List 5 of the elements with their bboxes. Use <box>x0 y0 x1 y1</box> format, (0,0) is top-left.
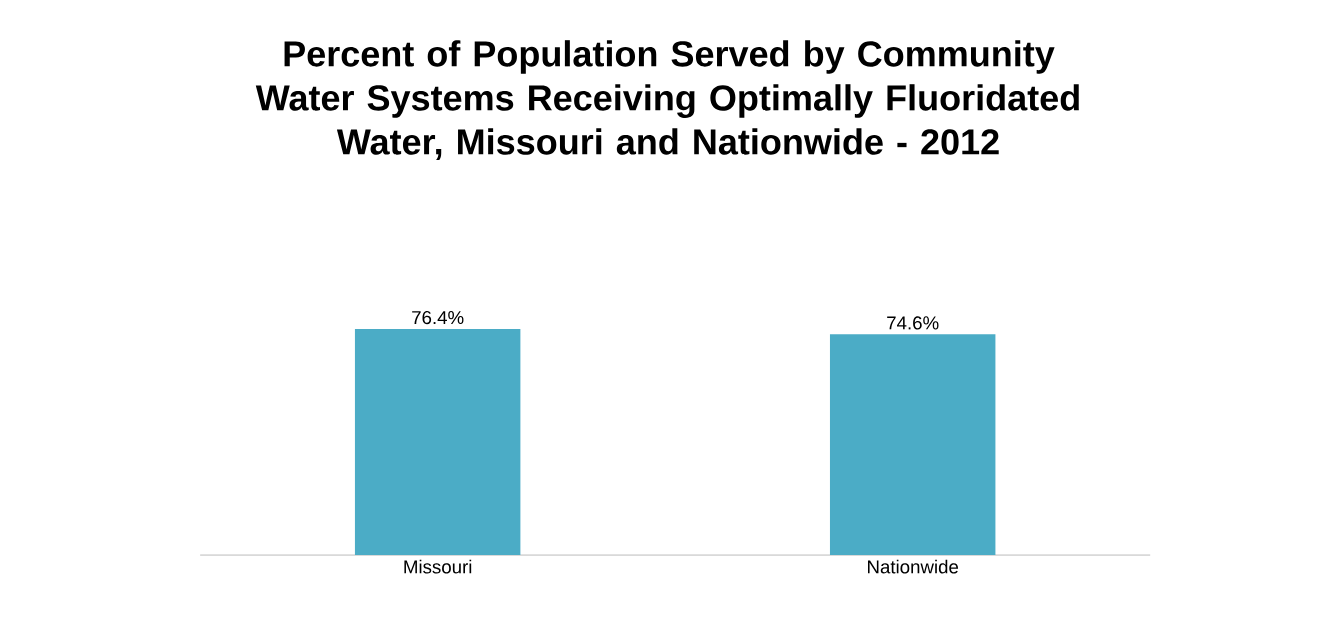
x-tick-label: Nationwide <box>868 559 959 574</box>
data-label: 74.6% <box>887 316 939 330</box>
x-tick-label: Missouri <box>404 559 472 574</box>
data-label: 76.4% <box>412 310 464 324</box>
chart-title: Percent of Population Served by Community Water Systems Receiving Optimally Fluoridated Water, Missouri and Nationwide - 2012 <box>255 39 1079 160</box>
